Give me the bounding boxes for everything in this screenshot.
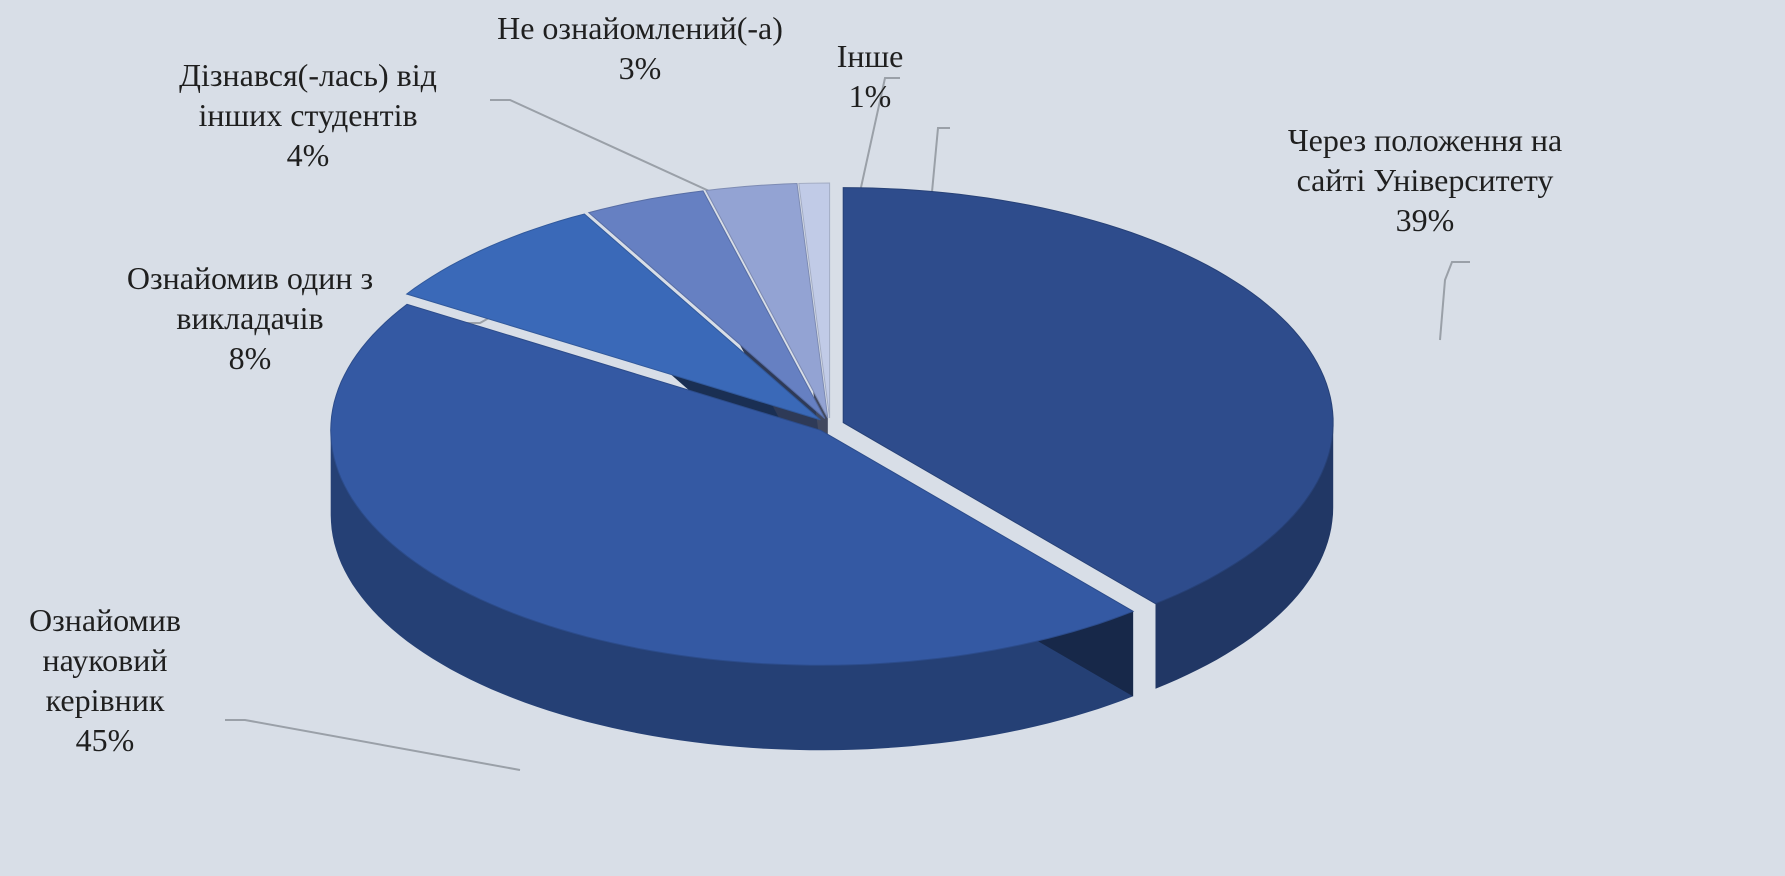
value-label: 4% [286, 137, 330, 173]
leader-line [859, 77, 900, 193]
slice [587, 190, 826, 419]
value-label: 39% [1395, 202, 1455, 238]
data-label: Через положення на сайті Університету 39% [1260, 120, 1590, 240]
slice [705, 182, 829, 419]
data-label: Дізнався(-лась) від інших студентів 4% [163, 55, 453, 175]
data-label: Ознайомив один з викладачів 8% [85, 258, 415, 378]
leader-line [490, 99, 756, 213]
slice-side [1155, 422, 1334, 689]
category-label: Не ознайомлений(-а) [497, 10, 783, 46]
category-label: Інше [836, 38, 904, 74]
category-label: Через положення на сайті Університету [1287, 122, 1563, 198]
value-label: 45% [75, 722, 135, 758]
slice [842, 187, 1334, 605]
leader-line [1439, 261, 1470, 341]
slice [405, 213, 821, 421]
category-label: Ознайомив науковий керівник [28, 602, 182, 718]
value-label: 3% [618, 50, 662, 86]
category-label: Ознайомив один з викладачів [126, 260, 374, 336]
category-label: Дізнався(-лась) від інших студентів [179, 57, 437, 133]
slice [330, 303, 1135, 666]
data-label: Не ознайомлений(-а) 3% [450, 8, 830, 88]
value-label: 8% [228, 340, 272, 376]
data-label: Ознайомив науковий керівник 45% [0, 600, 210, 760]
value-label: 1% [848, 78, 892, 114]
leader-line [931, 127, 950, 193]
leader-line [225, 719, 521, 771]
data-label: Інше 1% [815, 36, 925, 116]
pie [330, 182, 1334, 751]
slice-side [330, 430, 1134, 751]
slice [798, 182, 831, 419]
